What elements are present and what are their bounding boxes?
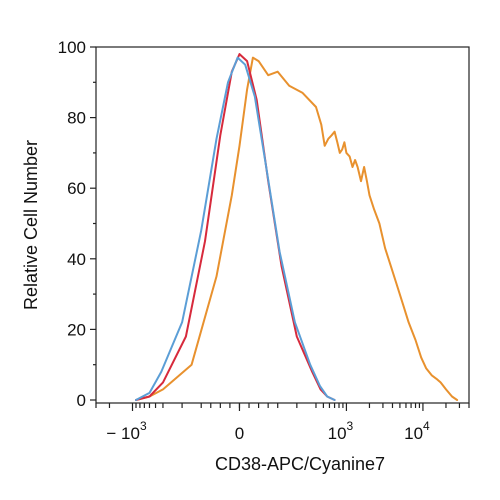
y-tick-label: 20 — [67, 320, 86, 339]
x-axis-title: CD38-APC/Cyanine7 — [215, 454, 385, 474]
series-line-1 — [135, 56, 459, 401]
y-axis-title: Relative Cell Number — [21, 140, 41, 310]
x-tick-label: 103 — [328, 419, 354, 443]
series-line-3 — [135, 56, 336, 401]
x-tick-label: 104 — [404, 419, 430, 443]
series-group — [135, 53, 459, 401]
y-tick-label: 100 — [58, 38, 86, 57]
plot-frame — [95, 46, 470, 404]
y-axis: 0 20 40 60 80 100 — [58, 38, 96, 410]
x-tick-label: 0 — [235, 424, 244, 443]
x-axis: − 103 0 103 104 — [95, 403, 470, 443]
x-tick-label: − 103 — [106, 419, 147, 443]
y-tick-label: 80 — [67, 109, 86, 128]
y-tick-label: 60 — [67, 179, 86, 198]
y-tick-label: 0 — [77, 391, 86, 410]
series-line-2 — [135, 53, 336, 401]
y-tick-label: 40 — [67, 250, 86, 269]
